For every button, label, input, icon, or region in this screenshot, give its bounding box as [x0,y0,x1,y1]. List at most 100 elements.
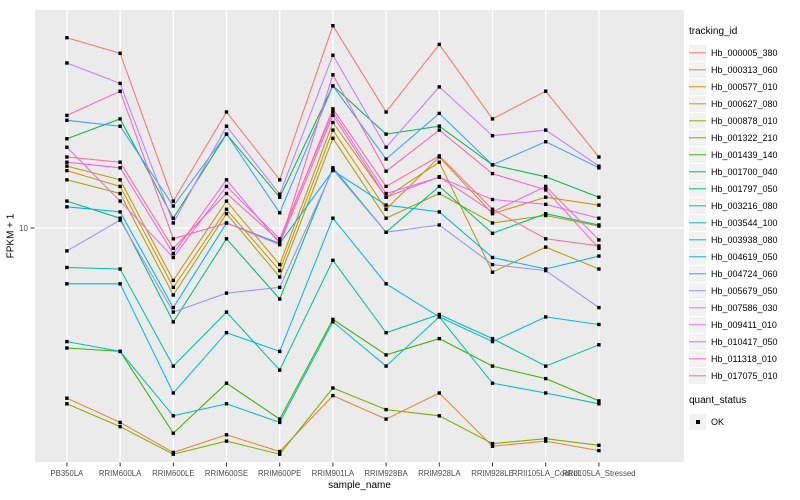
data-point [331,136,335,140]
data-point [437,312,441,317]
data-point [437,336,441,341]
data-point [118,349,122,354]
x-tick-label: RRII105LA_Control [512,469,580,478]
data-point [331,167,335,172]
data-point [118,184,122,189]
data-point [65,155,69,159]
data-point [224,402,229,406]
x-tick-label: RRIM901LA [312,469,355,478]
data-point [384,191,388,196]
data-point [331,317,335,322]
data-point [597,246,601,250]
legend-key [689,163,706,180]
data-point [278,449,282,454]
legend-item-label: OK [711,416,725,427]
data-point [331,216,335,220]
data-point [118,218,122,222]
data-point [437,414,441,418]
legend-line-swatch [689,102,706,105]
data-point [597,254,601,258]
data-point [171,285,175,290]
data-point [224,331,229,335]
legend-key [689,316,706,333]
legend-item-Hb_000577_010: Hb_000577_010 [689,78,799,95]
legend-item-label: Hb_011318_010 [711,353,777,364]
data-point [490,134,495,138]
data-point [437,85,441,89]
data-point [171,414,175,418]
legend-item-label: Hb_001439_140 [711,149,778,160]
data-point [278,268,282,273]
legend-key [689,129,706,146]
legend-item-Hb_004619_050: Hb_004619_050 [689,248,799,265]
data-point [224,178,229,182]
data-point [171,431,175,435]
data-point [544,89,548,93]
data-point [490,171,495,176]
data-point [490,381,495,385]
y-tick-label: 10 [19,224,28,233]
legend-line-swatch [689,204,706,207]
legend-item-label: Hb_001797_050 [711,183,778,194]
data-point [437,315,441,319]
data-point [65,145,69,149]
legend-line-swatch [689,323,706,326]
data-point [597,343,601,347]
legend-item-label: Hb_004619_050 [711,251,778,262]
data-point [544,237,548,241]
data-point [171,246,175,250]
data-point [278,297,282,301]
data-point [597,223,601,227]
legend-item-label: Hb_000005_380 [711,47,778,58]
legend-item-Hb_007586_030: Hb_007586_030 [689,299,799,316]
x-tick-label: RRIM600PE [258,469,301,478]
legend-item-label: Hb_004724_060 [711,268,778,279]
legend-line-swatch [689,340,706,343]
data-point [331,53,335,57]
data-point [278,417,282,421]
data-point [278,368,282,372]
data-point [224,212,229,216]
data-point [171,278,175,283]
x-tick-label: RRIM928LE [471,469,513,478]
data-point [278,192,282,196]
data-point [171,391,175,395]
data-point [544,376,548,381]
legend-item-Hb_011318_010: Hb_011318_010 [689,350,799,367]
data-point [224,199,229,203]
data-point [544,202,548,206]
legend-item-label: Hb_017075_010 [711,370,778,381]
legend-items-tracking-id: Hb_000005_380 Hb_000313_060 Hb_000577_010 H… [689,44,799,384]
data-point [224,310,229,314]
legend-item-Hb_000313_060: Hb_000313_060 [689,61,799,78]
data-point [65,199,69,203]
data-point [118,117,122,121]
legend-item-Hb_000878_010: Hb_000878_010 [689,112,799,129]
data-point [384,331,388,335]
data-point [490,270,495,274]
x-tick-label: RRIM600LA [99,469,142,478]
legend-key [689,367,706,384]
data-point [224,433,229,437]
data-point [544,315,548,319]
legend-key [689,44,706,61]
data-point [544,212,548,216]
legend-item-quant-OK: OK [689,413,799,430]
data-point [224,184,229,189]
legend-item-label: Hb_000313_060 [711,64,778,75]
data-point [118,191,122,196]
y-axis-title: FPKM + 1 [5,213,17,259]
data-point [490,163,495,167]
legend-item-label: Hb_000577_010 [711,81,778,92]
data-point [437,128,441,132]
data-point [118,282,122,286]
data-point [65,346,69,350]
data-point [544,188,548,192]
data-point [331,128,335,132]
legend: tracking_id Hb_000005_380 Hb_000313_060 Hb… [689,26,799,430]
legend-key [689,112,706,129]
legend-item-Hb_009411_010: Hb_009411_010 [689,316,799,333]
legend-key [689,231,706,248]
data-point [171,216,175,220]
